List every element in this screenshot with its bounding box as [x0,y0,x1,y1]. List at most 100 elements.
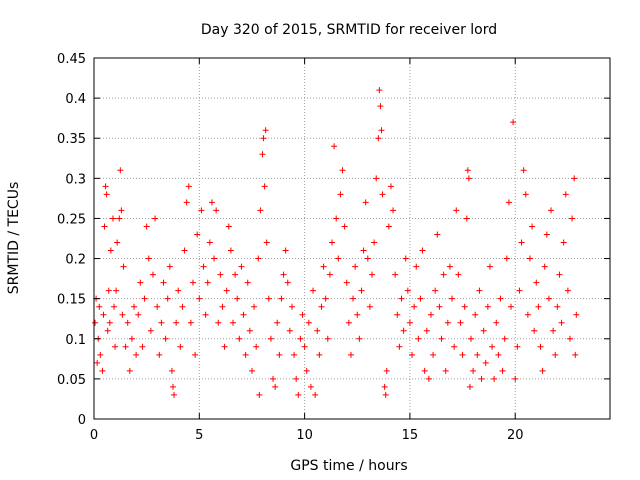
data-point [512,375,519,382]
data-point [453,207,460,214]
data-point [316,351,323,358]
data-point [288,303,295,310]
data-point [111,303,118,310]
data-point [282,247,289,254]
data-point [491,375,498,382]
data-point [533,279,540,286]
data-point [160,279,167,286]
data-point [451,343,458,350]
data-point [219,303,226,310]
data-point [396,343,403,350]
data-point [211,255,218,262]
data-point [470,367,477,374]
data-point [206,239,213,246]
data-point [560,239,567,246]
data-point [236,335,243,342]
data-point [503,255,510,262]
data-point [564,287,571,294]
data-point [202,311,209,318]
data-point [554,303,561,310]
data-point [571,175,578,182]
data-point [440,271,447,278]
data-point [135,311,142,318]
data-point [149,271,156,278]
data-point [466,383,473,390]
data-point [378,127,385,134]
data-point [545,295,552,302]
data-point [499,367,506,374]
data-point [280,271,287,278]
data-point [262,127,269,134]
data-point [112,343,119,350]
data-point [449,295,456,302]
data-point [276,351,283,358]
data-point [520,167,527,174]
data-point [335,255,342,262]
data-point [295,391,302,398]
data-point [324,335,331,342]
data-point [232,271,239,278]
data-point [356,335,363,342]
data-point [339,167,346,174]
data-point [556,271,563,278]
data-point [320,263,327,270]
data-point [92,319,99,326]
data-point [522,191,529,198]
data-point [215,319,222,326]
data-point [299,311,306,318]
data-point [213,207,220,214]
chart-title: Day 320 of 2015, SRMTID for receiver lor… [201,22,497,38]
data-point [114,239,121,246]
data-point [508,303,515,310]
data-point [480,327,487,334]
data-point [297,335,304,342]
x-tick-label: 0 [90,428,98,443]
data-point [253,343,260,350]
data-point [145,255,152,262]
data-point [474,351,481,358]
data-point [242,351,249,358]
data-point [126,367,133,374]
data-point [192,351,199,358]
data-point [497,295,504,302]
data-point [102,183,109,190]
data-point [478,375,485,382]
data-point [392,271,399,278]
data-point [260,135,267,142]
data-point [430,351,437,358]
data-point [455,271,462,278]
data-point [234,295,241,302]
data-point [360,247,367,254]
data-point [472,311,479,318]
data-point [328,239,335,246]
data-point [158,319,165,326]
data-point [358,287,365,294]
data-point [379,191,386,198]
data-point [118,207,125,214]
data-point [526,255,533,262]
data-point [139,343,146,350]
data-point [537,343,544,350]
y-tick-label: 0.05 [57,373,86,388]
data-point [175,287,182,294]
data-point [539,367,546,374]
data-point [387,183,394,190]
data-point [305,319,312,326]
data-point [204,279,211,286]
data-point [196,295,203,302]
data-point [464,167,471,174]
data-point [385,223,392,230]
data-point [166,263,173,270]
axis-ticks: 0 0.05 0.1 0.15 0.2 0.25 0.3 0.35 0.4 0.45 0 5 10 15 2… [57,52,610,443]
data-point [194,231,201,238]
data-point [573,311,580,318]
data-point [251,303,258,310]
data-point [278,295,285,302]
data-point [465,175,472,182]
data-point [337,191,344,198]
data-point [169,383,176,390]
x-tick-label: 10 [296,428,313,443]
data-point [352,263,359,270]
data-point [162,335,169,342]
data-point [394,311,401,318]
